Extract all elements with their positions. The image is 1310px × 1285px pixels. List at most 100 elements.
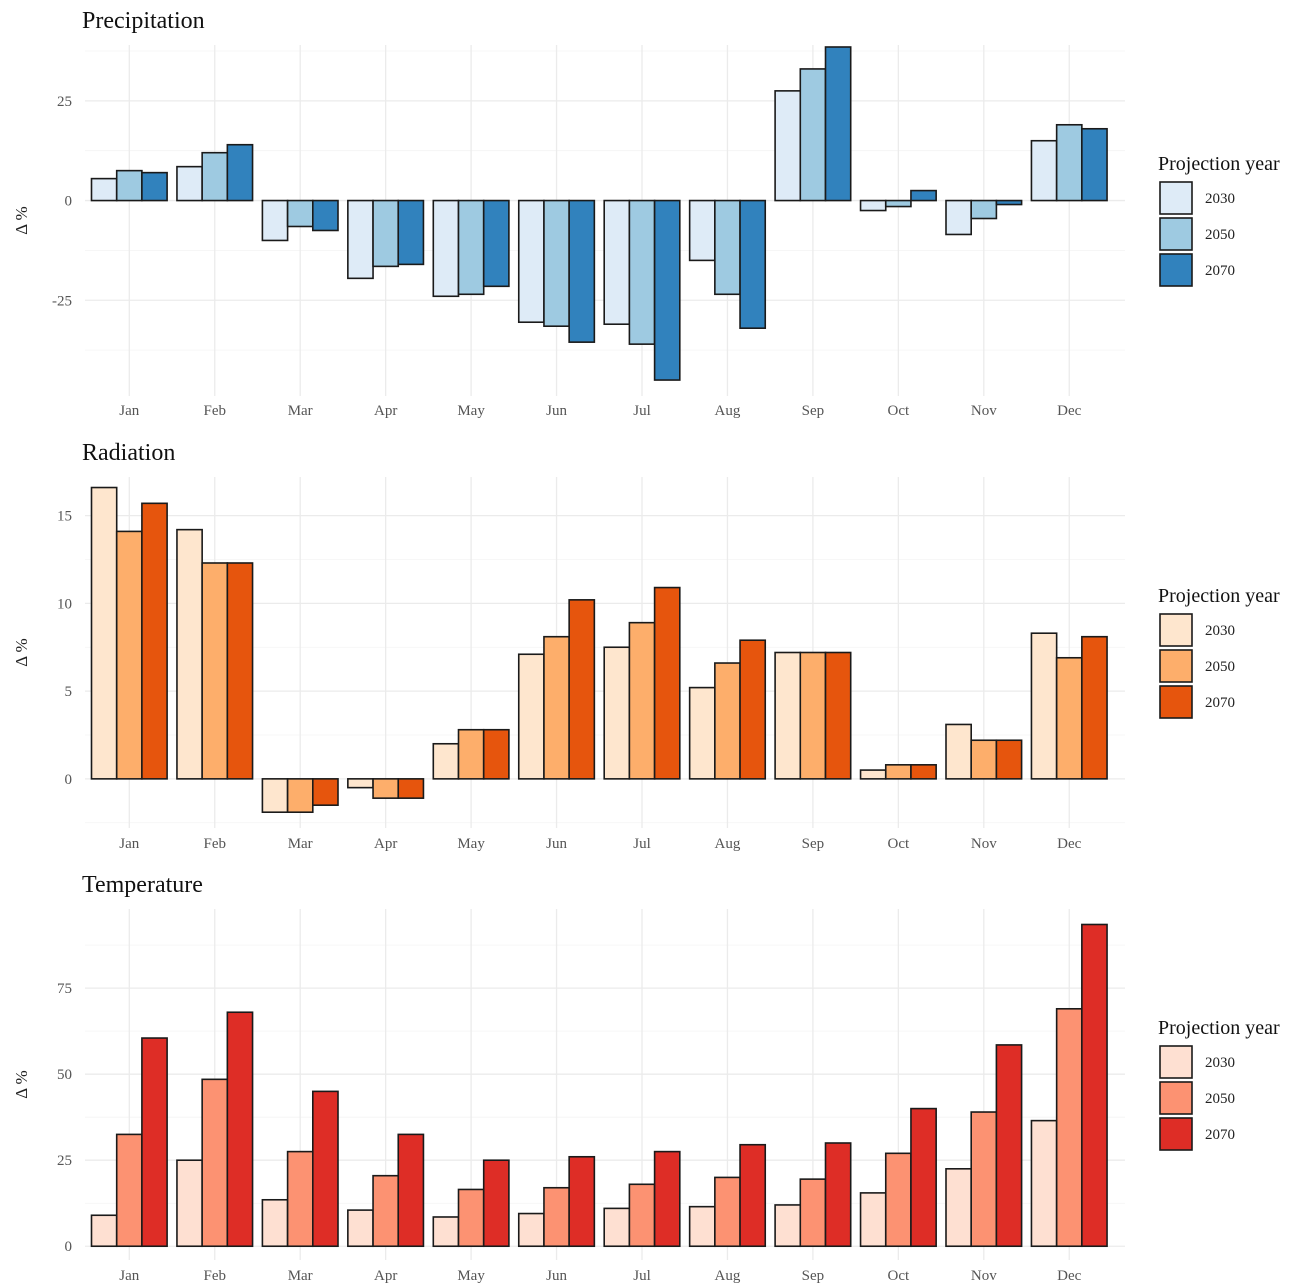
bar-sep-2050 (799, 68, 827, 202)
panel-title: Precipitation (82, 8, 205, 34)
bar-aug-2070 (739, 1143, 767, 1248)
x-tick-label: Oct (888, 836, 910, 852)
legend-key-2050 (1159, 217, 1193, 251)
bar-dec-2050 (1055, 123, 1083, 202)
bar-aug-2050 (714, 199, 741, 296)
bar-mar-2050 (286, 1150, 314, 1248)
bar-nov-2030 (945, 1168, 973, 1248)
bar-apr-2030 (347, 778, 374, 789)
bar-oct-2030 (859, 199, 887, 212)
x-tick-label: Feb (204, 836, 227, 852)
x-tick-label: May (457, 836, 485, 852)
bar-jun-2030 (517, 1212, 545, 1248)
legend-label-2030: 2030 (1205, 1055, 1235, 1071)
bar-sep-2070 (824, 46, 852, 202)
x-tick-label: May (457, 1268, 485, 1284)
bar-may-2070 (482, 1159, 510, 1248)
bar-feb-2030 (176, 528, 203, 780)
bar-jul-2070 (653, 586, 681, 780)
bar-aug-2050 (714, 1176, 741, 1248)
x-tick-label: Feb (204, 1268, 227, 1284)
bar-feb-2030 (176, 165, 203, 202)
y-tick-label: 50 (57, 1067, 72, 1083)
bar-oct-2030 (859, 769, 887, 780)
y-tick-label: 5 (65, 684, 73, 700)
bar-mar-2050 (286, 778, 314, 814)
bar-may-2050 (457, 1188, 485, 1248)
legend-label-2050: 2050 (1205, 1091, 1235, 1107)
bar-sep-2030 (774, 90, 802, 202)
y-tick-label: 0 (65, 1239, 73, 1255)
bar-aug-2030 (688, 199, 716, 262)
bar-nov-2050 (970, 739, 998, 780)
legend-title: Projection year (1158, 585, 1280, 607)
bar-mar-2030 (261, 1198, 289, 1248)
x-tick-label: Mar (288, 403, 313, 419)
legend-label-2070: 2070 (1205, 1127, 1235, 1143)
bar-nov-2070 (995, 1044, 1023, 1248)
bar-dec-2070 (1081, 923, 1108, 1248)
x-tick-label: Dec (1057, 1268, 1081, 1284)
bar-oct-2070 (910, 1107, 937, 1248)
x-tick-label: Jun (546, 403, 567, 419)
legend-key-2030 (1159, 181, 1193, 215)
x-tick-label: Nov (971, 1268, 997, 1284)
x-tick-label: Sep (802, 836, 825, 852)
legend-key-2030 (1159, 613, 1193, 647)
bar-feb-2030 (176, 1159, 203, 1248)
x-tick-label: Oct (888, 403, 910, 419)
bar-apr-2050 (372, 778, 400, 799)
bar-feb-2070 (226, 562, 254, 780)
bar-feb-2070 (226, 143, 254, 202)
bar-jan-2030 (90, 486, 118, 780)
x-tick-label: Jan (119, 1268, 139, 1284)
x-tick-label: Dec (1057, 836, 1081, 852)
bar-nov-2030 (945, 723, 973, 780)
y-axis-label: Δ % (12, 1070, 31, 1098)
x-tick-label: Apr (374, 836, 397, 852)
legend-title: Projection year (1158, 153, 1280, 175)
bar-dec-2030 (1030, 139, 1058, 202)
x-tick-label: Jul (633, 403, 651, 419)
bar-dec-2050 (1055, 656, 1083, 780)
x-tick-label: Jul (633, 836, 651, 852)
legend-key-2070 (1159, 1117, 1193, 1151)
panel-title: Radiation (82, 440, 175, 466)
x-tick-label: Sep (802, 403, 825, 419)
x-tick-label: Nov (971, 403, 997, 419)
bar-may-2050 (457, 728, 485, 780)
legend-label-2030: 2030 (1205, 191, 1235, 207)
x-tick-label: Oct (888, 1268, 910, 1284)
bar-may-2050 (457, 199, 485, 296)
y-tick-label: 75 (57, 981, 72, 997)
bar-jul-2050 (628, 199, 656, 345)
bar-nov-2050 (970, 199, 998, 220)
bar-dec-2070 (1081, 635, 1108, 780)
x-tick-label: Apr (374, 1268, 397, 1284)
legend-key-2050 (1159, 649, 1193, 683)
bar-sep-2030 (774, 651, 802, 780)
bar-jul-2070 (653, 1150, 681, 1248)
y-tick-label: 25 (57, 94, 72, 110)
bar-jan-2070 (141, 1037, 168, 1248)
legend-label-2070: 2070 (1205, 263, 1235, 279)
bar-may-2070 (482, 728, 510, 780)
bar-sep-2050 (799, 651, 827, 780)
bar-jan-2070 (141, 502, 168, 780)
bar-jun-2070 (568, 599, 596, 780)
y-axis-label: Δ % (12, 638, 31, 666)
bar-nov-2030 (945, 199, 973, 236)
x-tick-label: Mar (288, 1268, 313, 1284)
y-tick-label: 25 (57, 1153, 72, 1169)
legend-label-2050: 2050 (1205, 659, 1235, 675)
x-tick-label: Jul (633, 1268, 651, 1284)
x-tick-label: Nov (971, 836, 997, 852)
x-tick-label: Jun (546, 836, 567, 852)
bar-sep-2070 (824, 651, 852, 780)
bar-dec-2070 (1081, 127, 1108, 202)
bar-mar-2030 (261, 778, 289, 814)
bar-jul-2030 (603, 646, 631, 780)
y-tick-label: -25 (52, 293, 72, 309)
bar-mar-2070 (311, 778, 339, 806)
